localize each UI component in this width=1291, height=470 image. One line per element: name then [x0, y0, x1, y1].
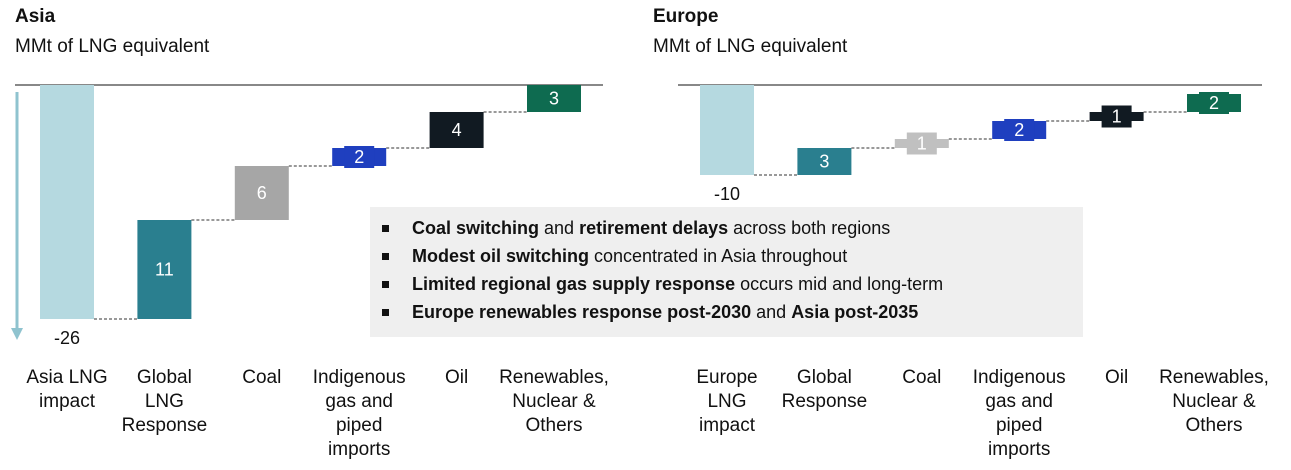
value-label: 1 [917, 133, 927, 153]
arrow-head [11, 328, 23, 340]
note-text: Europe renewables response post-2030 [412, 302, 752, 322]
category-label: Renewables, Nuclear & Others [1159, 367, 1269, 436]
value-label: 2 [1209, 93, 1219, 113]
note-text: Modest oil switching [412, 246, 590, 266]
label-bg [1101, 105, 1132, 128]
bar [429, 112, 484, 148]
value-label: 2 [354, 147, 364, 167]
note-text: Coal switching [412, 218, 540, 238]
chart-title: Europe [653, 6, 719, 27]
category-label: Global LNG Response [121, 367, 208, 436]
value-label: -10 [714, 184, 740, 204]
value-label: 3 [819, 151, 829, 171]
note-text: and [539, 218, 580, 238]
category-label: Oil [1104, 367, 1129, 388]
bar [700, 85, 754, 175]
label-bg [1004, 119, 1035, 141]
note-text: occurs mid and long-term [735, 274, 944, 294]
bar [137, 220, 192, 319]
note-text: and [751, 302, 792, 322]
category-label: Europe LNG impact [696, 367, 758, 436]
bar [527, 85, 581, 112]
label-bg [1199, 92, 1229, 114]
value-label: 3 [549, 88, 559, 108]
note-text: Asia post-2035 [791, 302, 919, 322]
category-label: Coal [902, 367, 942, 388]
label-bg [344, 146, 375, 168]
value-label: 2 [1014, 120, 1024, 140]
bar [40, 85, 94, 319]
note-line: Modest oil switching concentrated in Asi… [382, 246, 848, 267]
chart-subtitle: MMt of LNG equivalent [15, 36, 210, 57]
bar [797, 148, 852, 175]
chart-subtitle: MMt of LNG equivalent [653, 36, 848, 57]
value-label: 1 [1112, 106, 1122, 126]
value-label: 6 [257, 183, 267, 203]
category-label: Renewables, Nuclear & Others [499, 367, 609, 436]
bullet [382, 225, 389, 232]
note-line: Europe renewables response post-2030 and… [382, 302, 919, 323]
value-label: 11 [155, 259, 174, 279]
note-text: across both regions [728, 218, 891, 238]
value-label: -26 [54, 328, 80, 348]
category-label: Indigenous gas and piped imports [312, 367, 406, 460]
notes-box: Coal switching and retirement delays acr… [370, 207, 1083, 337]
category-label: Coal [242, 367, 282, 388]
bullet [382, 253, 389, 260]
note-line: Limited regional gas supply response occ… [382, 274, 944, 295]
note-line: Coal switching and retirement delays acr… [382, 218, 891, 239]
note-text: Limited regional gas supply response [412, 274, 736, 294]
label-bg [906, 132, 937, 155]
category-label: Indigenous gas and piped imports [972, 367, 1066, 460]
category-label: Global Response [781, 367, 868, 412]
note-text: concentrated in Asia throughout [589, 246, 848, 266]
value-label: 4 [452, 120, 462, 140]
bar [234, 166, 289, 220]
note-text: retirement delays [579, 218, 729, 238]
bullet [382, 309, 389, 316]
category-label: Oil [444, 367, 469, 388]
category-label: Asia LNG impact [26, 367, 108, 412]
chart-title: Asia [15, 6, 56, 27]
bullet [382, 281, 389, 288]
